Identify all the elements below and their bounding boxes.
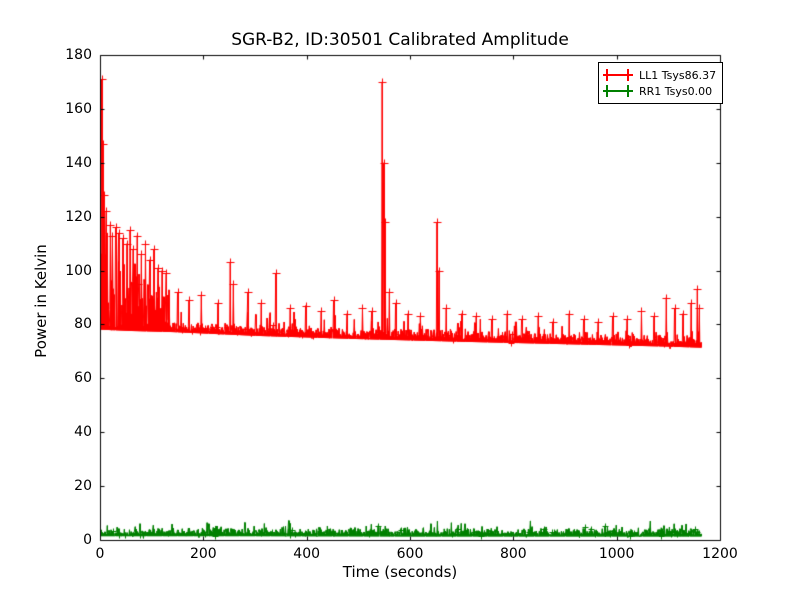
- y-tick-label: 140: [65, 154, 92, 171]
- y-tick-label: 40: [74, 424, 92, 441]
- x-tick-label: 200: [189, 546, 217, 562]
- y-tick-label: 160: [65, 100, 92, 117]
- y-tick-label: 120: [65, 208, 92, 225]
- legend-item-rr1: RR1 Tsys0.00: [603, 83, 716, 99]
- legend-label-rr1: RR1 Tsys0.00: [639, 84, 713, 98]
- y-tick-label: 20: [74, 478, 92, 495]
- x-tick-label: 1200: [702, 546, 738, 562]
- y-tick-label: 80: [74, 316, 92, 333]
- legend-item-ll1: LL1 Tsys86.37: [603, 67, 716, 83]
- y-tick-label: 60: [74, 370, 92, 387]
- x-tick-label: 0: [95, 546, 105, 562]
- x-tick-label: 1000: [598, 546, 635, 562]
- y-tick-label: 180: [65, 47, 92, 63]
- x-tick-label: 400: [293, 546, 321, 562]
- legend-swatch-ll1-icon: [603, 69, 633, 81]
- x-tick-label: 800: [499, 546, 527, 562]
- legend-swatch-rr1-icon: [603, 85, 633, 97]
- legend-label-ll1: LL1 Tsys86.37: [639, 68, 717, 82]
- y-tick-label: 100: [65, 262, 92, 279]
- legend: LL1 Tsys86.37 RR1 Tsys0.00: [598, 62, 724, 104]
- y-tick-label: 0: [83, 532, 92, 548]
- x-tick-label: 600: [396, 546, 424, 562]
- x-axis-label: Time (seconds): [342, 563, 458, 581]
- page-title: SGR-B2, ID:30501 Calibrated Amplitude: [231, 30, 569, 50]
